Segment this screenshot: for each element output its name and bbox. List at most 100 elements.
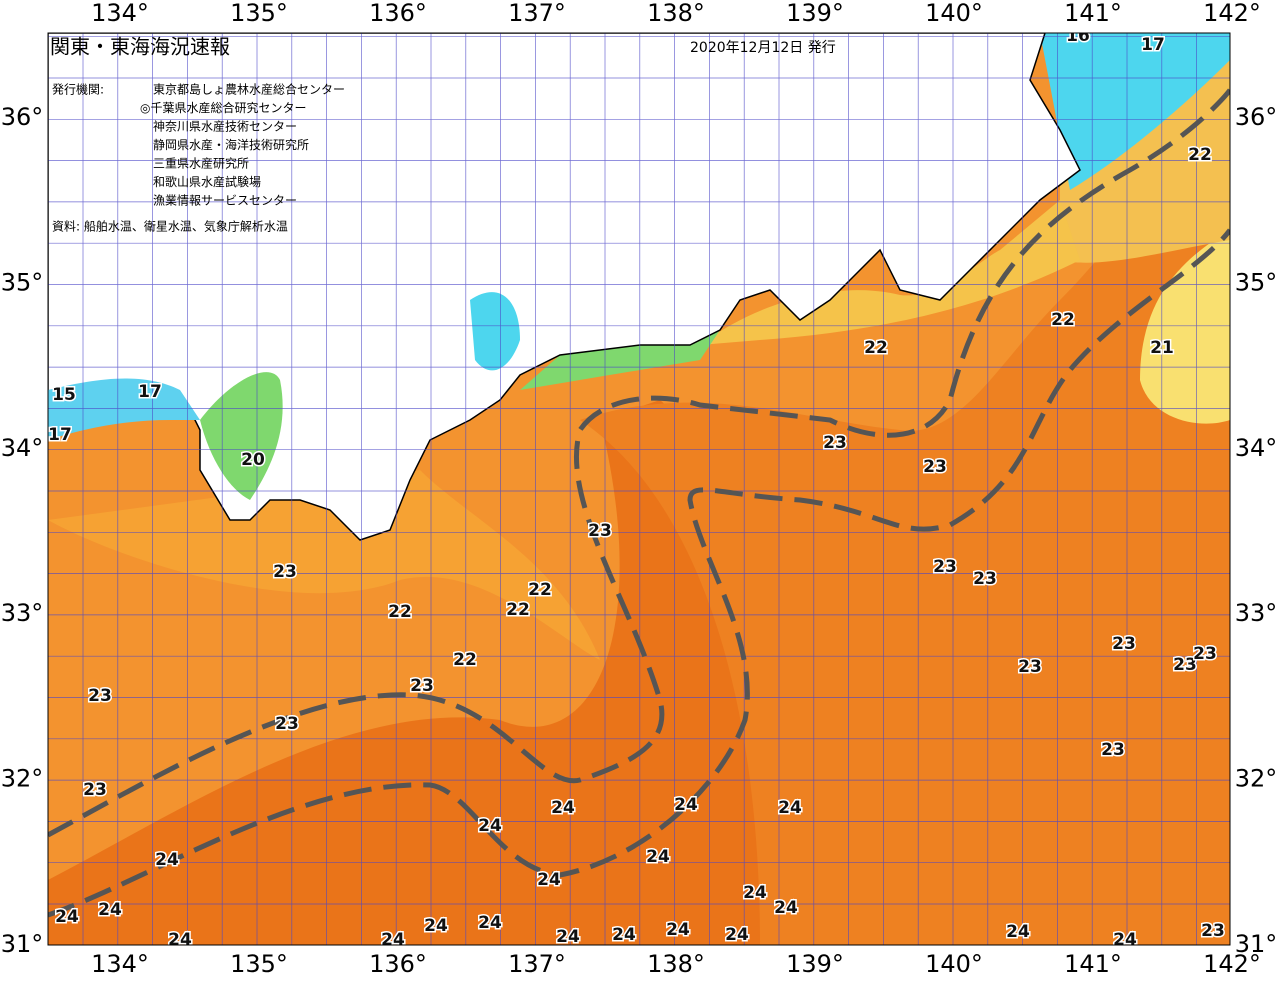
- contour-label: 24: [556, 927, 580, 947]
- contour-label: 24: [646, 847, 670, 867]
- lat-tick-label: 31°: [1235, 930, 1278, 958]
- fronts: [48, 88, 1230, 918]
- lat-tick-label: 34°: [1235, 434, 1278, 462]
- contour-label: 22: [864, 338, 888, 358]
- issuer: 神奈川県水産技術センター: [153, 119, 297, 134]
- cool-water: [1140, 230, 1230, 424]
- contour-label: 24: [725, 925, 749, 945]
- contour-label: 23: [1101, 740, 1125, 760]
- issuer: 和歌山県水産試験場: [153, 174, 261, 189]
- lon-tick-label: 139°: [786, 950, 844, 978]
- lat-tick-label: 31°: [1, 930, 44, 958]
- contour-label: 15: [52, 385, 76, 405]
- issue-date: 2020年12月12日 発行: [690, 40, 836, 56]
- contour-label: 23: [275, 714, 299, 734]
- contour-label: 22: [388, 602, 412, 622]
- contour-label: 24: [666, 920, 690, 940]
- cool-water: [48, 470, 600, 660]
- contour-label: 17: [48, 425, 72, 445]
- issuer: 静岡県水産・海洋技術研究所: [153, 137, 309, 152]
- lon-tick-label: 138°: [647, 950, 705, 978]
- contour-label: 24: [1006, 922, 1030, 942]
- contour-label: 24: [551, 798, 575, 818]
- contour-label: 17: [138, 382, 162, 402]
- contour-label: 21: [1150, 338, 1174, 358]
- lon-tick-label: 134°: [91, 0, 149, 27]
- contour-label: 23: [88, 686, 112, 706]
- contour-label: 23: [410, 676, 434, 696]
- lon-tick-label: 135°: [230, 950, 288, 978]
- lon-tick-label: 140°: [925, 0, 983, 27]
- contour-label: 24: [55, 907, 79, 927]
- lon-tick-label: 142°: [1203, 950, 1261, 978]
- contour-label: 24: [778, 798, 802, 818]
- contour-label: 23: [923, 457, 947, 477]
- lon-tick-label: 135°: [230, 0, 288, 27]
- lat-tick-label: 33°: [1, 599, 44, 627]
- issuer: 三重県水産研究所: [153, 156, 249, 171]
- lon-tick-label: 136°: [369, 950, 427, 978]
- contour-label: 24: [774, 898, 798, 918]
- contour-label: 16: [1066, 26, 1090, 46]
- contour-label: 23: [1112, 634, 1136, 654]
- contour-label: 24: [478, 913, 502, 933]
- issuer: 東京都島しょ農林水産総合センター: [153, 82, 345, 97]
- lon-tick-label: 134°: [91, 950, 149, 978]
- contour-label: 22: [528, 580, 552, 600]
- contour-label: 24: [537, 870, 561, 890]
- front-line: [48, 88, 1230, 838]
- contour-label: 22: [506, 600, 530, 620]
- lon-tick-label: 141°: [1064, 950, 1122, 978]
- contour-label: 22: [1051, 310, 1075, 330]
- contour-label: 23: [1173, 655, 1197, 675]
- contour-label: 23: [1193, 644, 1217, 664]
- issuer-label: 発行機関:: [52, 82, 104, 97]
- lat-tick-label: 32°: [1, 765, 44, 793]
- contour-label: 17: [1141, 35, 1165, 55]
- map-title: 関東・東海海況速報: [50, 35, 230, 59]
- lat-tick-label: 35°: [1235, 268, 1278, 296]
- cold-water: [48, 378, 200, 440]
- issuer-list: 東京都島しょ農林水産総合センター ◎千葉県水産総合研究センター神奈川県水産技術セン…: [140, 82, 345, 208]
- contour-label: 23: [1018, 657, 1042, 677]
- issuer: 漁業情報サービスセンター: [153, 194, 297, 208]
- warm-water: [580, 100, 1230, 945]
- lat-tick-label: 36°: [1235, 103, 1278, 131]
- contour-label: 24: [612, 925, 636, 945]
- contour-label: 24: [674, 795, 698, 815]
- lon-tick-label: 137°: [508, 0, 566, 27]
- contour-label: 23: [588, 521, 612, 541]
- lon-tick-label: 137°: [508, 950, 566, 978]
- lat-tick-label: 36°: [1, 103, 44, 131]
- data-source: 資料: 船舶水温、衛星水温、気象庁解析水温: [52, 219, 288, 234]
- contour-label: 24: [381, 930, 405, 950]
- contour-label: 24: [98, 900, 122, 920]
- contour-label: 24: [1113, 930, 1137, 950]
- lon-tick-label: 138°: [647, 0, 705, 27]
- contour-label: 23: [973, 569, 997, 589]
- lon-tick-label: 141°: [1064, 0, 1122, 27]
- graticule: [48, 33, 1230, 945]
- front-line: [48, 228, 1230, 918]
- contour-label: 24: [168, 930, 192, 950]
- map-frame: [47, 32, 1231, 946]
- lon-tick-label: 136°: [369, 0, 427, 27]
- contour-label: 24: [424, 916, 448, 936]
- contour-label: 23: [933, 557, 957, 577]
- lat-tick-label: 32°: [1235, 765, 1278, 793]
- contour-label: 23: [83, 780, 107, 800]
- lon-tick-label: 139°: [786, 0, 844, 27]
- lon-tick-label: 140°: [925, 950, 983, 978]
- contour-label: 24: [743, 883, 767, 903]
- contour-label: 24: [155, 850, 179, 870]
- lat-tick-label: 33°: [1235, 599, 1278, 627]
- cold-water: [470, 292, 520, 371]
- contour-label: 24: [478, 816, 502, 836]
- lat-tick-label: 34°: [1, 434, 44, 462]
- contour-label: 23: [823, 433, 847, 453]
- contour-label: 22: [1188, 145, 1212, 165]
- contour-label: 20: [241, 450, 265, 470]
